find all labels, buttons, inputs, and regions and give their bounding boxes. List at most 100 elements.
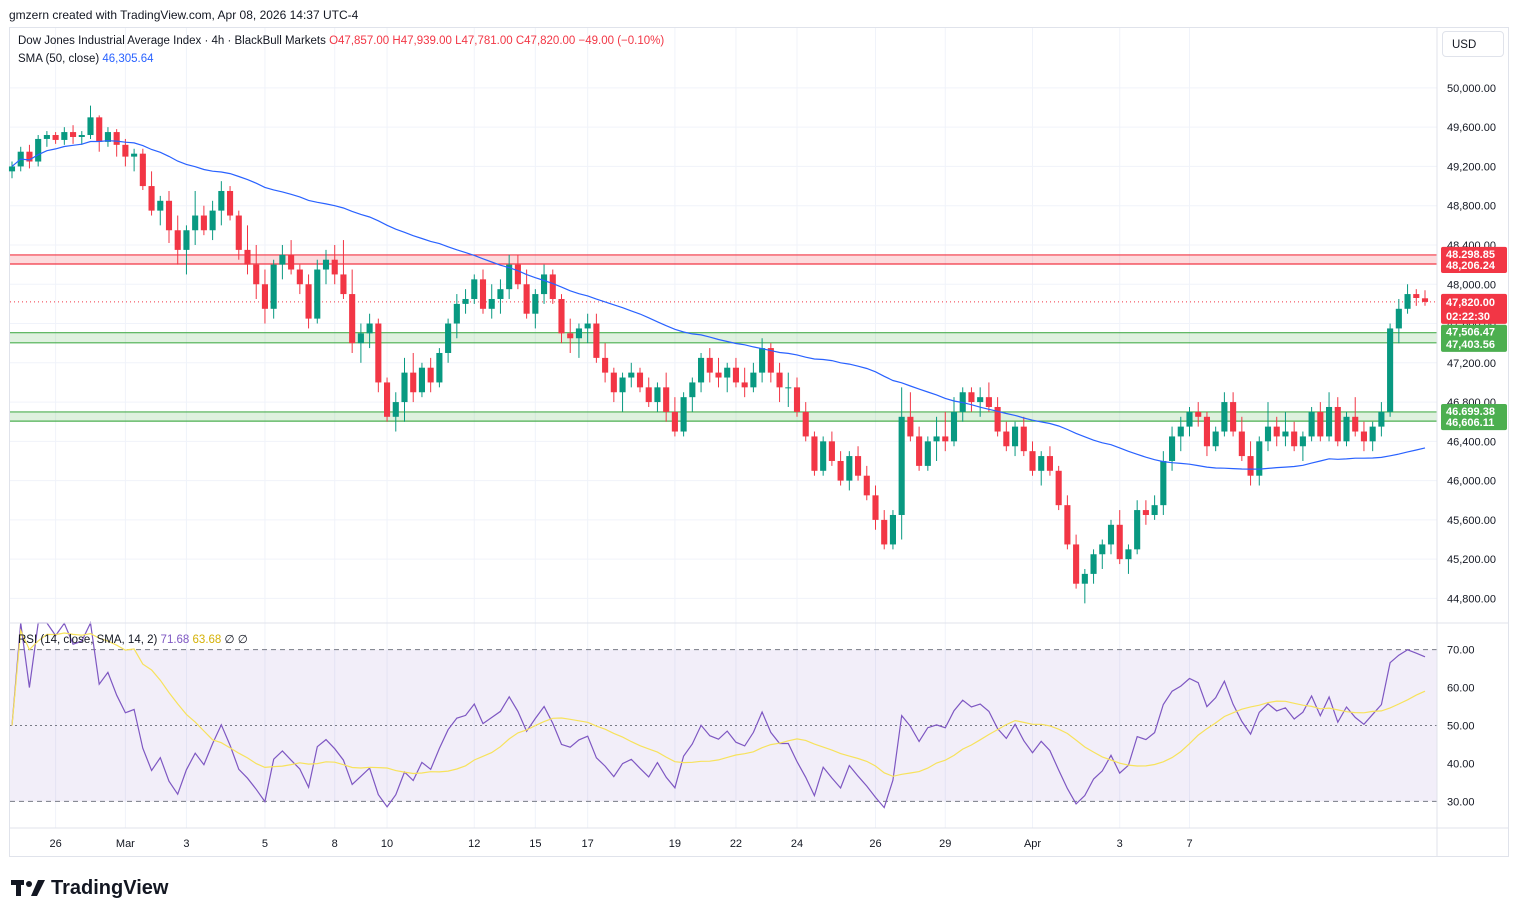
rsi-value: 71.68	[160, 634, 190, 646]
axes: 44,800.00 45,200.00 45,600.00 46,000.00 46,4…	[10, 28, 1508, 857]
candle-body	[776, 372, 783, 388]
zone-tag-label: 48,298.85	[1446, 249, 1495, 261]
candle-body	[619, 377, 626, 393]
candle-body	[1273, 426, 1280, 437]
candle-body	[1203, 416, 1210, 447]
time-tick-label: 22	[730, 838, 742, 850]
rsi-tick-label: 70.00	[1447, 645, 1475, 657]
candle-body	[279, 254, 286, 265]
tradingview-logo[interactable]: TradingView	[11, 876, 168, 900]
candle-body	[628, 372, 635, 378]
sma-line	[11, 140, 1426, 470]
zone-tag-label: 47,403.56	[1446, 339, 1495, 351]
candle-body	[837, 460, 844, 481]
candle-body	[357, 333, 364, 344]
candle-body	[165, 200, 173, 231]
rsi-tick-label: 40.00	[1447, 758, 1475, 770]
candle-body	[924, 441, 931, 466]
price-tick-label: 46,000.00	[1447, 476, 1496, 488]
candle-body	[950, 411, 958, 442]
candle-body	[183, 230, 190, 250]
candle-body	[479, 279, 487, 309]
legend-sma[interactable]: SMA (50, close) 46,305.64	[18, 53, 154, 65]
candle-body	[1055, 470, 1062, 506]
candle-body	[1369, 426, 1376, 442]
candle-body	[61, 132, 68, 140]
price-tick-label: 44,800.00	[1447, 593, 1496, 605]
zone-support-upper	[10, 332, 1437, 343]
candle-body	[820, 441, 827, 471]
candle-body	[1326, 406, 1333, 437]
candle-body	[759, 348, 766, 373]
candle-body	[1081, 573, 1088, 584]
candle-body	[698, 357, 705, 383]
legend-change: −49.00 (−0.10%)	[578, 35, 665, 47]
candle-body	[1038, 456, 1045, 471]
sma-value: 46,305.64	[102, 53, 154, 65]
grid	[10, 28, 1437, 828]
price-tick-label: 48,000.00	[1447, 279, 1496, 291]
candle-body	[1020, 426, 1027, 452]
candle-body	[663, 387, 670, 412]
candle-body	[977, 397, 984, 403]
time-tick-label: 26	[49, 838, 61, 850]
zone-tag-label: 46,699.38	[1446, 406, 1495, 418]
zone-support-lower	[10, 411, 1437, 422]
candle-body	[532, 294, 539, 314]
candle-body	[1360, 431, 1367, 442]
candle-body	[453, 303, 460, 324]
candle-body	[113, 132, 120, 145]
candle-body	[209, 210, 216, 231]
legend-main[interactable]: Dow Jones Industrial Average Index · 4h …	[18, 35, 664, 47]
tradingview-logo-text: TradingView	[51, 876, 169, 899]
candle-body	[750, 372, 757, 388]
candle-body	[1256, 441, 1263, 476]
candle-body	[26, 151, 33, 162]
legend-close: C47,820.00	[515, 35, 576, 47]
candle-body	[288, 254, 295, 270]
candle-body	[549, 274, 556, 299]
candle-body	[828, 441, 835, 461]
candle-body	[1264, 426, 1272, 442]
candle-body	[514, 264, 521, 285]
price-tick-label: 46,400.00	[1447, 436, 1496, 448]
candle-body	[192, 215, 199, 231]
candle-body	[1413, 294, 1420, 298]
candle-body	[881, 519, 888, 545]
candle-body	[872, 495, 879, 520]
candle-body	[462, 298, 469, 304]
currency-selector[interactable]: USD	[1442, 31, 1504, 57]
chart-frame[interactable]	[9, 27, 1509, 857]
candle-body	[1395, 308, 1402, 329]
candle-body	[863, 475, 870, 496]
candle-body	[1116, 524, 1123, 560]
candle-body	[610, 372, 617, 393]
sma-50-line	[11, 140, 1426, 470]
candle-body	[715, 372, 722, 378]
sma-label[interactable]: SMA (50, close)	[18, 53, 100, 65]
candle-body	[1247, 456, 1254, 476]
candle-body	[410, 372, 417, 393]
price-tick-label: 45,600.00	[1447, 515, 1496, 527]
candle-body	[968, 392, 975, 403]
candle-body	[1099, 544, 1106, 555]
price-tick-label: 50,000.00	[1447, 83, 1496, 95]
candle-body	[157, 200, 164, 211]
candle-body	[1090, 554, 1097, 574]
legend-symbol[interactable]: Dow Jones Industrial Average Index · 4h …	[18, 35, 326, 47]
candle-body	[122, 144, 129, 157]
candle-body	[1343, 416, 1350, 442]
candle-body	[1160, 460, 1167, 506]
candle-body	[602, 357, 609, 373]
candle-body	[645, 387, 652, 403]
candle-body	[401, 372, 408, 403]
candle-body	[1177, 426, 1184, 437]
candle-body	[200, 215, 207, 231]
candle-body	[706, 357, 713, 373]
rsi-label[interactable]: RSI (14, close, SMA, 14, 2)	[18, 634, 158, 646]
candle-body	[1125, 549, 1132, 560]
last-price-tag-bg	[1441, 293, 1507, 324]
candle-body	[889, 514, 896, 545]
legend-rsi[interactable]: RSI (14, close, SMA, 14, 2) 71.68 63.68 …	[18, 632, 248, 646]
